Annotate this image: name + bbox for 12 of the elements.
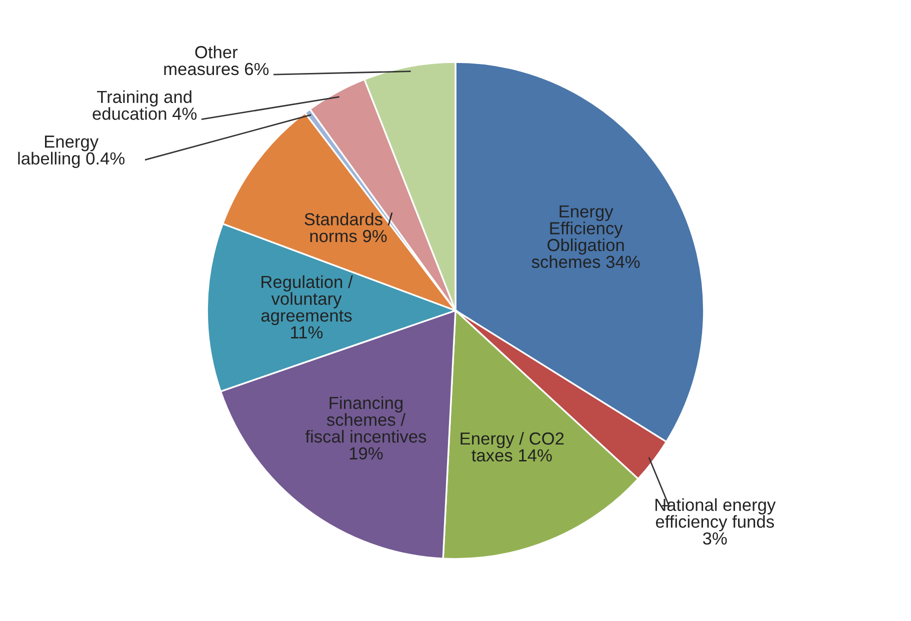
slice-label: Training and education 4% (92, 90, 197, 120)
slice-label: National energy efficiency funds (656, 498, 776, 532)
data-label: 3% (703, 532, 727, 545)
data-label: 19% (350, 447, 383, 460)
slice-label: Regulation / voluntary agreements (261, 275, 353, 326)
slice-label: Energy Efficiency Obligation schemes 34% (532, 205, 640, 268)
slice-label: Standards / norms 9% (304, 212, 393, 242)
slice-label: Energy / CO2 taxes 14% (460, 432, 564, 462)
data-label: 11% (291, 326, 323, 338)
slice-label: Financing schemes / fiscal incentives (305, 396, 426, 443)
slice-label: Energy labelling 0.4% (18, 136, 125, 168)
slice-label: Other measures 6% (164, 46, 269, 76)
